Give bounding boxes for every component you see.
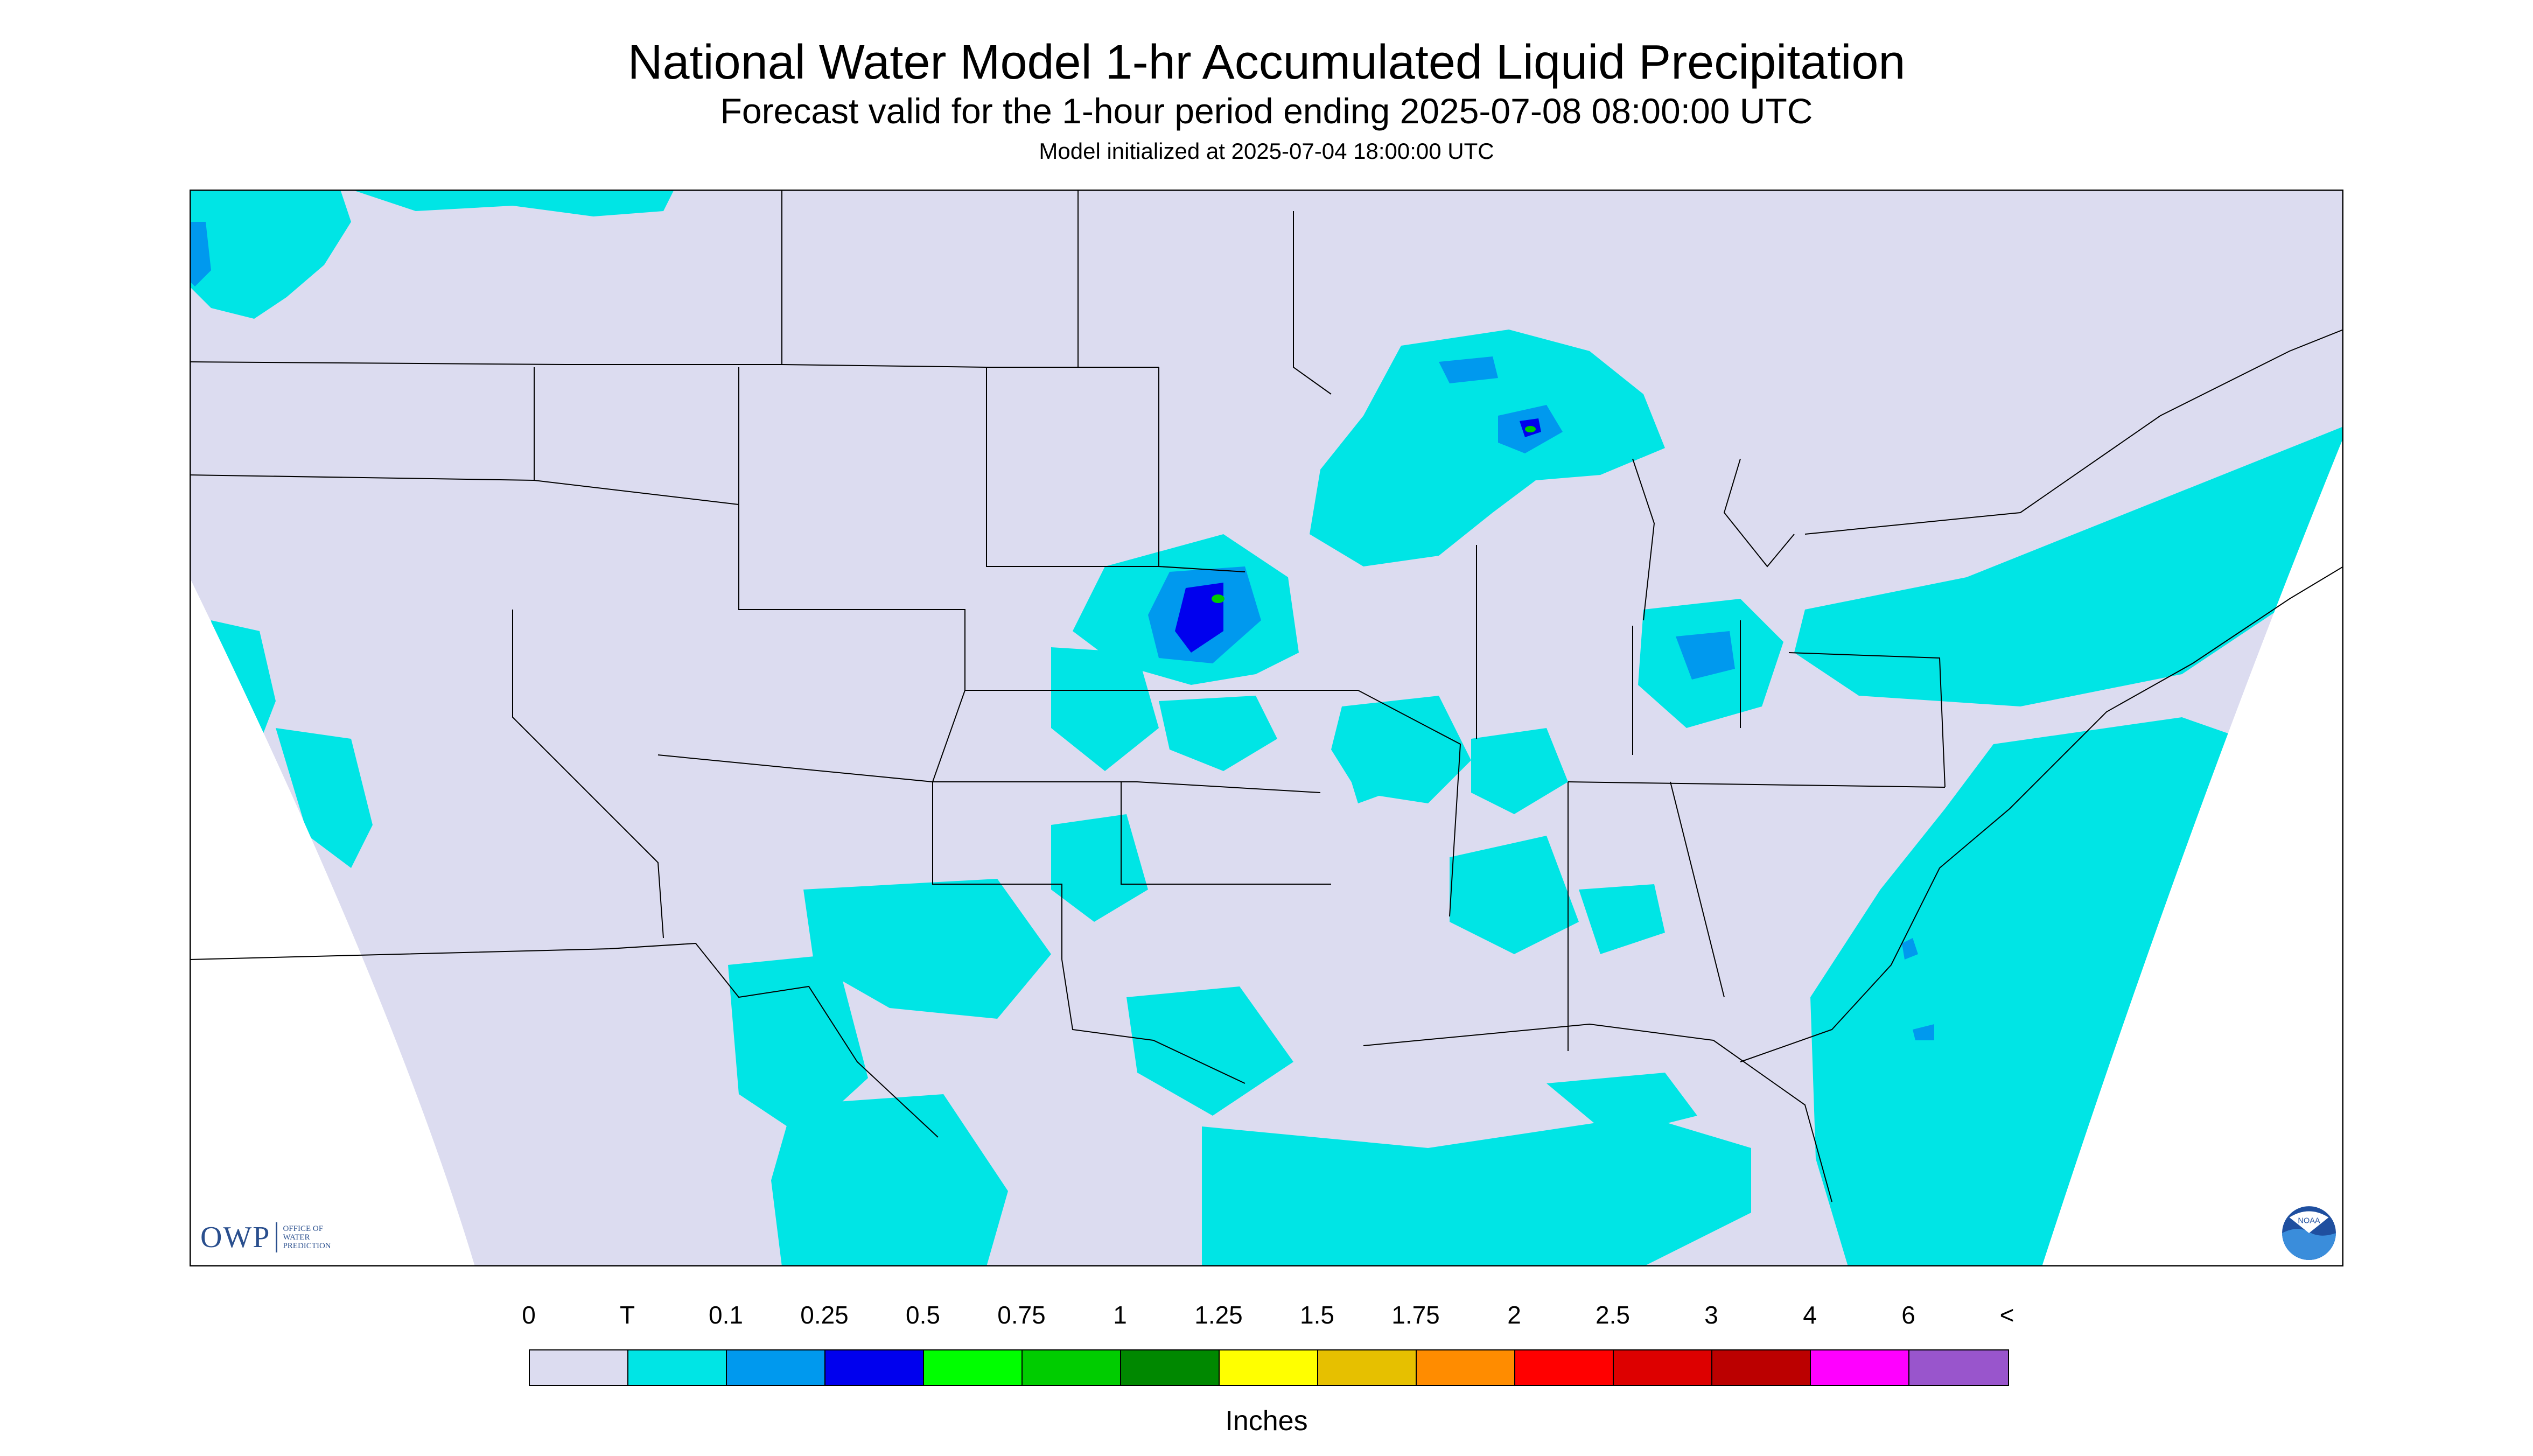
legend-tick-label: 6 bbox=[1901, 1301, 1915, 1329]
legend-tick-label: 3 bbox=[1704, 1301, 1718, 1329]
owp-logo-text: OFFICE OF WATER PREDICTION bbox=[283, 1224, 331, 1250]
legend-tick-label: 0.25 bbox=[800, 1301, 849, 1329]
state-boundaries bbox=[190, 190, 2343, 1202]
legend-swatch bbox=[628, 1350, 727, 1385]
legend-tick-label: 1.25 bbox=[1194, 1301, 1243, 1329]
legend-labels: 0 T 0.1 0.25 0.5 0.75 1 1.25 1.5 1.75 2 2.5 3 4 6 < bbox=[0, 1300, 2533, 1332]
legend-swatch bbox=[825, 1350, 924, 1385]
legend-tick-label: 4 bbox=[1803, 1301, 1817, 1329]
legend-swatch bbox=[727, 1350, 825, 1385]
precipitation-areas bbox=[190, 190, 2343, 1266]
legend-tick-label: 1 bbox=[1113, 1301, 1127, 1329]
map-title: National Water Model 1-hr Accumulated Li… bbox=[627, 36, 1906, 89]
legend-swatch bbox=[1417, 1350, 1515, 1385]
model-init-text: Model initialized at 2025-07-04 18:00:00… bbox=[1039, 138, 1494, 164]
precip-color-legend bbox=[529, 1349, 2009, 1386]
noaa-logo: NOAA bbox=[2282, 1206, 2336, 1260]
legend-tick-label: 2.5 bbox=[1596, 1301, 1630, 1329]
legend-tick-label: 2 bbox=[1507, 1301, 1521, 1329]
legend-swatch bbox=[1220, 1350, 1318, 1385]
legend-swatch bbox=[1515, 1350, 1614, 1385]
legend-swatch bbox=[924, 1350, 1023, 1385]
legend-swatch bbox=[1121, 1350, 1220, 1385]
legend-tick-label: 0.1 bbox=[709, 1301, 743, 1329]
forecast-valid-text: Forecast valid for the 1-hour period end… bbox=[720, 91, 1813, 131]
legend-units: Inches bbox=[1225, 1405, 1308, 1437]
legend-swatch bbox=[530, 1350, 628, 1385]
legend-swatch bbox=[1712, 1350, 1811, 1385]
owp-logo: OWP OFFICE OF WATER PREDICTION bbox=[200, 1220, 347, 1255]
precipitation-map bbox=[190, 190, 2343, 1266]
legend-tick-label: 0 bbox=[522, 1301, 536, 1329]
legend-tick-label: 1.5 bbox=[1300, 1301, 1334, 1329]
legend-swatch bbox=[1909, 1350, 2008, 1385]
legend-swatch bbox=[1318, 1350, 1417, 1385]
legend-swatch bbox=[1614, 1350, 1712, 1385]
svg-text:NOAA: NOAA bbox=[2298, 1216, 2320, 1225]
owp-logo-mark: OWP bbox=[200, 1221, 271, 1254]
legend-tick-label: 0.75 bbox=[997, 1301, 1046, 1329]
legend-swatch bbox=[1023, 1350, 1121, 1385]
legend-tick-label: T bbox=[619, 1301, 635, 1329]
legend-swatch bbox=[1811, 1350, 1909, 1385]
legend-tick-label: 0.5 bbox=[906, 1301, 940, 1329]
legend-tick-label: < bbox=[1999, 1301, 2014, 1329]
legend-tick-label: 1.75 bbox=[1391, 1301, 1440, 1329]
owp-logo-divider bbox=[276, 1222, 278, 1252]
